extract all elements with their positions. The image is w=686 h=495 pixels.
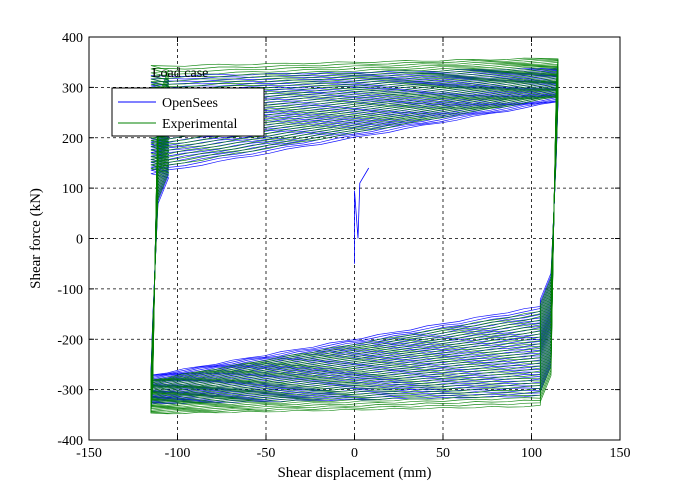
y-tick-label: -300 (57, 384, 83, 399)
x-tick-label: 150 (610, 446, 631, 461)
y-tick-labels: -400 -300 -200 -100 0 100 200 300 400 (57, 31, 83, 449)
x-tick-label: 100 (521, 446, 542, 461)
legend-box (111, 87, 265, 137)
x-tick-label: 0 (351, 446, 358, 461)
opensees-initial-loading-line (354, 167, 370, 264)
y-tick-label: 400 (62, 31, 83, 46)
tick-marks (88, 36, 621, 441)
x-axis-label: Shear displacement (mm) (277, 465, 431, 481)
x-tick-label: -50 (257, 446, 276, 461)
legend: Load case OpenSees Experimental (111, 66, 265, 137)
x-tick-label: 50 (436, 446, 450, 461)
legend-entry-experimental: Experimental (162, 117, 238, 132)
x-tick-labels: -150 -100 -50 0 50 100 150 (76, 446, 630, 461)
x-tick-label: -100 (165, 446, 191, 461)
y-tick-label: -400 (57, 434, 83, 449)
y-tick-label: -200 (57, 333, 83, 348)
y-tick-label: -100 (57, 283, 83, 298)
y-tick-label: 300 (62, 81, 83, 96)
y-tick-label: 200 (62, 132, 83, 147)
legend-title: Load case (152, 66, 208, 81)
y-tick-label: 100 (62, 182, 83, 197)
y-axis-label: Shear force (kN) (28, 188, 44, 289)
experimental-loop-line (150, 57, 559, 415)
series-layer (150, 57, 559, 415)
x-tick-label: -150 (76, 446, 102, 461)
y-tick-label: 0 (76, 233, 83, 248)
legend-entry-opensees: OpenSees (162, 96, 218, 111)
